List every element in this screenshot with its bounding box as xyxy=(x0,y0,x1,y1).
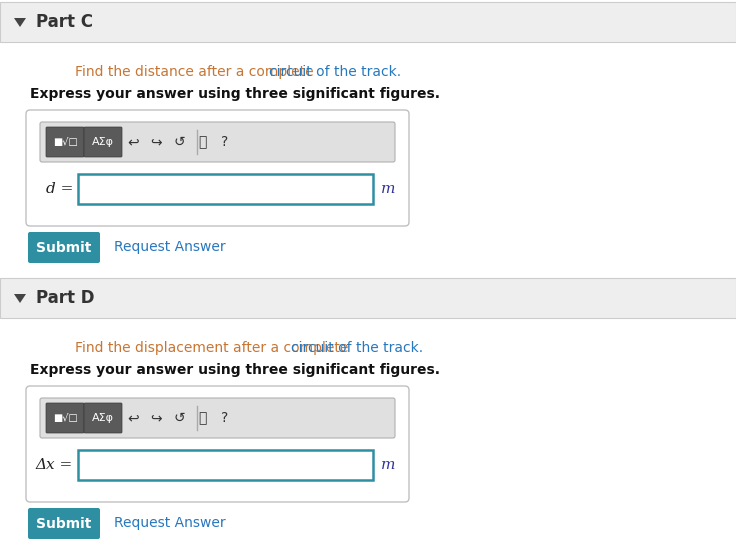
Text: ■√□: ■√□ xyxy=(53,137,77,147)
FancyBboxPatch shape xyxy=(40,122,395,162)
Bar xyxy=(0,278,736,318)
Text: Part D: Part D xyxy=(36,289,94,307)
FancyBboxPatch shape xyxy=(46,127,84,157)
Text: ↺: ↺ xyxy=(173,135,185,149)
Text: Submit: Submit xyxy=(36,240,92,255)
Polygon shape xyxy=(14,18,26,27)
Polygon shape xyxy=(14,294,26,303)
FancyBboxPatch shape xyxy=(28,508,100,539)
Text: ↺: ↺ xyxy=(173,411,185,425)
Bar xyxy=(0,42,736,282)
Bar xyxy=(78,174,373,204)
Bar xyxy=(78,450,373,480)
Text: Find the distance after a complete: Find the distance after a complete xyxy=(75,65,318,79)
Text: ↪: ↪ xyxy=(150,135,162,149)
Text: Part C: Part C xyxy=(36,13,93,31)
Text: ⌸: ⌸ xyxy=(198,411,206,425)
FancyBboxPatch shape xyxy=(46,403,84,433)
FancyBboxPatch shape xyxy=(84,403,122,433)
Text: circuit of the track.: circuit of the track. xyxy=(269,65,401,79)
Text: Express your answer using three significant figures.: Express your answer using three signific… xyxy=(30,87,440,101)
Text: ?: ? xyxy=(222,135,229,149)
Text: AΣφ: AΣφ xyxy=(92,413,114,423)
Text: d =: d = xyxy=(46,182,73,196)
Bar xyxy=(0,2,736,42)
FancyBboxPatch shape xyxy=(28,232,100,263)
Text: ?: ? xyxy=(222,411,229,425)
Text: Express your answer using three significant figures.: Express your answer using three signific… xyxy=(30,363,440,377)
Bar xyxy=(0,318,736,550)
Text: ↩: ↩ xyxy=(127,135,139,149)
Text: Find the displacement after a complete: Find the displacement after a complete xyxy=(75,341,353,355)
Text: ↩: ↩ xyxy=(127,411,139,425)
FancyBboxPatch shape xyxy=(84,127,122,157)
FancyBboxPatch shape xyxy=(40,398,395,438)
Text: AΣφ: AΣφ xyxy=(92,137,114,147)
Text: Request Answer: Request Answer xyxy=(114,516,226,531)
FancyBboxPatch shape xyxy=(26,110,409,226)
Text: m: m xyxy=(381,182,395,196)
Text: Submit: Submit xyxy=(36,516,92,531)
Text: Δx =: Δx = xyxy=(36,458,73,472)
Text: Request Answer: Request Answer xyxy=(114,240,226,255)
Text: m: m xyxy=(381,458,395,472)
FancyBboxPatch shape xyxy=(26,386,409,502)
Text: circuit of the track.: circuit of the track. xyxy=(291,341,424,355)
Text: ⌸: ⌸ xyxy=(198,135,206,149)
Text: ■√□: ■√□ xyxy=(53,413,77,423)
Text: ↪: ↪ xyxy=(150,411,162,425)
